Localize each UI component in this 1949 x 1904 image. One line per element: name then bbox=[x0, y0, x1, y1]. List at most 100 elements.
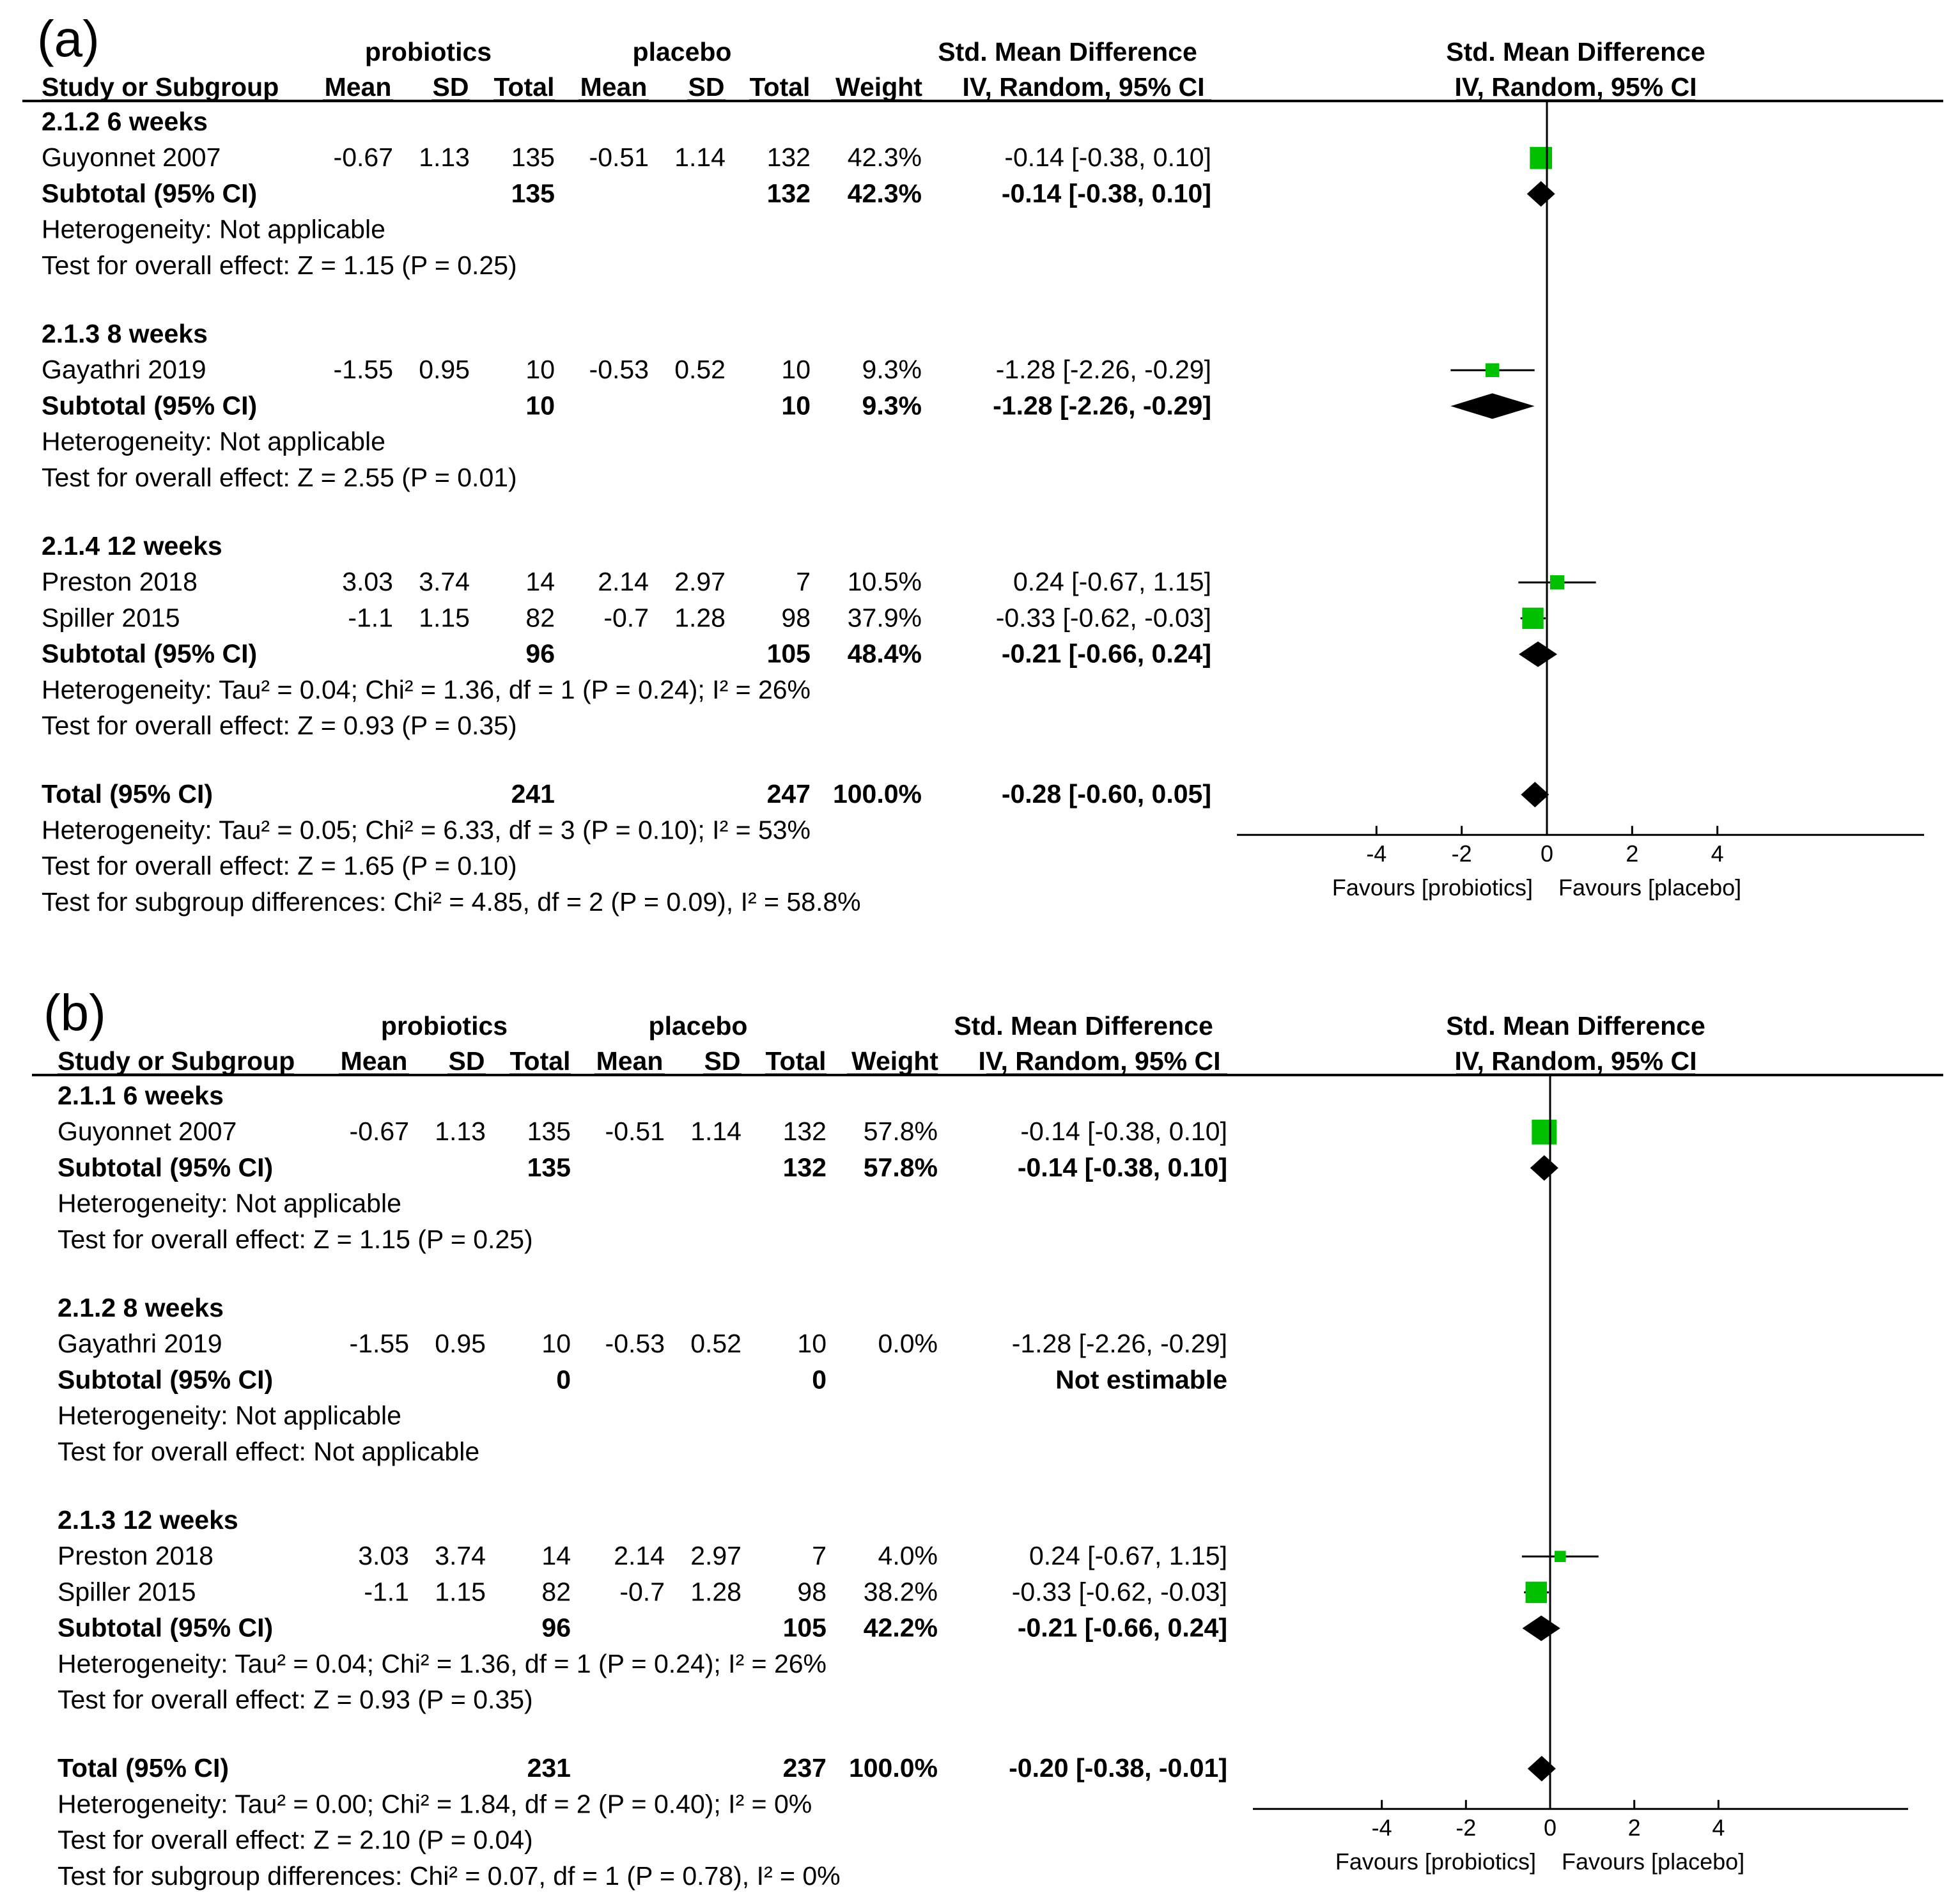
row-cell: 1.13 bbox=[435, 1117, 486, 1146]
subtotal-diamond bbox=[1530, 1155, 1558, 1181]
subtotal-diamond bbox=[1526, 181, 1555, 207]
column-header-sd-ctrl: SD bbox=[688, 72, 725, 102]
row-label-note: Heterogeneity: Not applicable bbox=[42, 427, 385, 456]
subtotal-diamond bbox=[1519, 641, 1557, 667]
column-header-effect-ci: IV, Random, 95% CI bbox=[979, 1046, 1221, 1076]
row-cell: -0.28 [-0.60, 0.05] bbox=[1002, 779, 1211, 809]
row-label-note: Test for overall effect: Z = 0.93 (P = 0… bbox=[58, 1685, 533, 1714]
column-header-weight: Weight bbox=[835, 72, 922, 102]
row-cell: 135 bbox=[511, 143, 555, 172]
row-cell: 132 bbox=[767, 178, 811, 208]
row-cell: -0.14 [-0.38, 0.10] bbox=[1004, 143, 1211, 172]
column-header-mean-ctrl: Mean bbox=[596, 1046, 664, 1076]
row-cell: -1.55 bbox=[350, 1329, 409, 1358]
row-cell: -0.33 [-0.62, -0.03] bbox=[996, 603, 1211, 632]
row-label-study: Preston 2018 bbox=[58, 1541, 214, 1570]
favours-left-label: Favours [probiotics] bbox=[1332, 874, 1533, 901]
row-label-study: Preston 2018 bbox=[42, 567, 198, 596]
x-tick-label: 0 bbox=[1544, 1815, 1557, 1841]
plot-column-header: IV, Random, 95% CI bbox=[1455, 1046, 1697, 1076]
row-label-header: 2.1.2 8 weeks bbox=[58, 1293, 224, 1322]
row-cell: 10 bbox=[797, 1329, 827, 1358]
row-cell: 0.24 [-0.67, 1.15] bbox=[1029, 1541, 1227, 1570]
row-cell: 0.0% bbox=[878, 1329, 938, 1358]
row-cell: 0.95 bbox=[419, 355, 470, 384]
row-cell: -1.55 bbox=[334, 355, 393, 384]
subtotal-diamond bbox=[1522, 1615, 1560, 1641]
row-cell: 1.13 bbox=[419, 143, 470, 172]
row-cell: -0.53 bbox=[605, 1329, 665, 1358]
effect-group-header: Std. Mean Difference bbox=[954, 1011, 1213, 1041]
row-cell: 2.97 bbox=[674, 567, 726, 596]
row-cell: 100.0% bbox=[849, 1753, 938, 1783]
row-cell: 132 bbox=[783, 1152, 827, 1182]
row-cell: -1.28 [-2.26, -0.29] bbox=[996, 355, 1211, 384]
row-cell: 9.3% bbox=[862, 391, 922, 420]
row-cell: -0.67 bbox=[334, 143, 393, 172]
row-cell: 1.15 bbox=[419, 603, 470, 632]
row-cell: 10 bbox=[781, 391, 811, 420]
row-cell: -0.14 [-0.38, 0.10] bbox=[1002, 178, 1211, 208]
row-cell: 82 bbox=[525, 603, 555, 632]
row-cell: 3.03 bbox=[342, 567, 393, 596]
row-cell: 10 bbox=[781, 355, 811, 384]
x-tick-label: -2 bbox=[1452, 840, 1472, 867]
row-cell: 10.5% bbox=[848, 567, 922, 596]
x-tick-label: 2 bbox=[1628, 1815, 1641, 1841]
study-marker bbox=[1525, 1581, 1548, 1604]
row-label-note: Test for overall effect: Z = 0.93 (P = 0… bbox=[42, 711, 517, 740]
row-label-study: Spiller 2015 bbox=[42, 603, 180, 632]
group-header-control: placebo bbox=[649, 1011, 748, 1041]
row-cell: -0.20 [-0.38, -0.01] bbox=[1009, 1753, 1227, 1783]
study-marker bbox=[1522, 607, 1544, 630]
row-label-study: Guyonnet 2007 bbox=[42, 143, 221, 172]
plot-column-header: IV, Random, 95% CI bbox=[1455, 72, 1697, 102]
row-label-total: Total (95% CI) bbox=[58, 1753, 229, 1783]
row-label-study: Gayathri 2019 bbox=[42, 355, 206, 384]
column-header-total-ctrl: Total bbox=[750, 72, 811, 102]
row-label-note: Heterogeneity: Tau² = 0.05; Chi² = 6.33,… bbox=[42, 815, 811, 844]
row-label-study: Guyonnet 2007 bbox=[58, 1117, 237, 1146]
total-diamond bbox=[1527, 1756, 1556, 1782]
row-label-note: Heterogeneity: Not applicable bbox=[42, 215, 385, 244]
row-cell: 0.52 bbox=[674, 355, 726, 384]
row-cell: 7 bbox=[812, 1541, 827, 1570]
row-label-header: 2.1.4 12 weeks bbox=[42, 531, 222, 561]
row-cell: -0.14 [-0.38, 0.10] bbox=[1020, 1117, 1227, 1146]
row-cell: -0.21 [-0.66, 0.24] bbox=[1002, 639, 1211, 669]
row-label-note: Heterogeneity: Tau² = 0.04; Chi² = 1.36,… bbox=[42, 675, 811, 704]
row-label-note: Test for overall effect: Z = 1.15 (P = 0… bbox=[58, 1225, 533, 1254]
row-label-note: Test for overall effect: Z = 1.65 (P = 0… bbox=[42, 851, 517, 881]
row-cell: 82 bbox=[541, 1577, 571, 1606]
row-cell: -0.53 bbox=[589, 355, 649, 384]
row-cell: 10 bbox=[541, 1329, 571, 1358]
column-header-total-exp: Total bbox=[510, 1046, 571, 1076]
column-header-mean-ctrl: Mean bbox=[580, 72, 648, 102]
x-tick-label: -4 bbox=[1366, 840, 1386, 867]
row-cell: 42.3% bbox=[848, 178, 922, 208]
row-cell: 10 bbox=[525, 355, 555, 384]
row-cell: 0.95 bbox=[435, 1329, 486, 1358]
row-cell: 2.97 bbox=[690, 1541, 742, 1570]
row-cell: 0.24 [-0.67, 1.15] bbox=[1013, 567, 1211, 596]
column-header-sd-ctrl: SD bbox=[704, 1046, 741, 1076]
row-label-subtotal: Subtotal (95% CI) bbox=[42, 639, 257, 669]
row-cell: -0.51 bbox=[605, 1117, 665, 1146]
row-cell: 2.14 bbox=[614, 1541, 665, 1570]
column-header-mean-exp: Mean bbox=[341, 1046, 408, 1076]
row-cell: 14 bbox=[541, 1541, 571, 1570]
row-cell: 1.14 bbox=[690, 1117, 742, 1146]
row-cell: 135 bbox=[527, 1152, 571, 1182]
group-header-experimental: probiotics bbox=[381, 1011, 508, 1041]
row-cell: 9.3% bbox=[862, 355, 922, 384]
row-label-note: Test for overall effect: Z = 2.55 (P = 0… bbox=[42, 463, 517, 492]
column-header-total-exp: Total bbox=[494, 72, 555, 102]
row-label-study: Spiller 2015 bbox=[58, 1577, 196, 1606]
column-header-study: Study or Subgroup bbox=[42, 72, 279, 102]
row-cell: 132 bbox=[767, 143, 811, 172]
row-cell: -0.7 bbox=[619, 1577, 665, 1606]
x-tick-label: 2 bbox=[1626, 840, 1638, 867]
row-label-note: Heterogeneity: Tau² = 0.00; Chi² = 1.84,… bbox=[58, 1789, 812, 1818]
panel-label: (a) bbox=[37, 10, 100, 67]
